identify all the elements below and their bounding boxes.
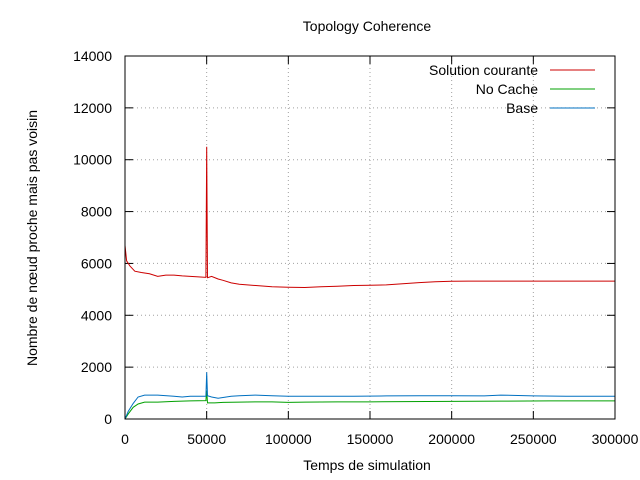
x-tick-label: 250000: [510, 431, 557, 447]
x-tick-label: 50000: [187, 431, 226, 447]
grid-layer: [125, 56, 615, 419]
y-axis-label: Nombre de nœud proche mais pas voisin: [24, 110, 40, 366]
chart-title: Topology Coherence: [303, 18, 432, 34]
series-line-1: [124, 390, 615, 420]
x-axis-label: Temps de simulation: [303, 457, 431, 473]
x-tick-label: 100000: [265, 431, 312, 447]
x-tick-label: 0: [121, 431, 129, 447]
ticks-layer: 0 2000 4000 6000 8000 10000 12000 14000 0 50000 10…: [73, 48, 639, 447]
x-tick-label: 200000: [428, 431, 475, 447]
x-tick-label: 300000: [592, 431, 639, 447]
legend-label: No Cache: [476, 81, 538, 97]
series-layer: [124, 146, 615, 420]
x-tick-label: 150000: [347, 431, 394, 447]
series-line-2: [124, 372, 615, 420]
y-tick-label: 6000: [81, 255, 112, 271]
legend-label: Base: [506, 100, 538, 116]
y-tick-label: 14000: [73, 48, 112, 64]
y-tick-label: 4000: [81, 307, 112, 323]
y-tick-label: 12000: [73, 100, 112, 116]
legend-label: Solution courante: [429, 62, 538, 78]
y-tick-label: 2000: [81, 359, 112, 375]
plot-frame: [124, 55, 616, 420]
legend: Solution courante No Cache Base: [429, 62, 595, 116]
series-line-0: [124, 146, 615, 289]
y-tick-label: 0: [104, 411, 112, 427]
y-tick-label: 8000: [81, 204, 112, 220]
y-tick-label: 10000: [73, 152, 112, 168]
